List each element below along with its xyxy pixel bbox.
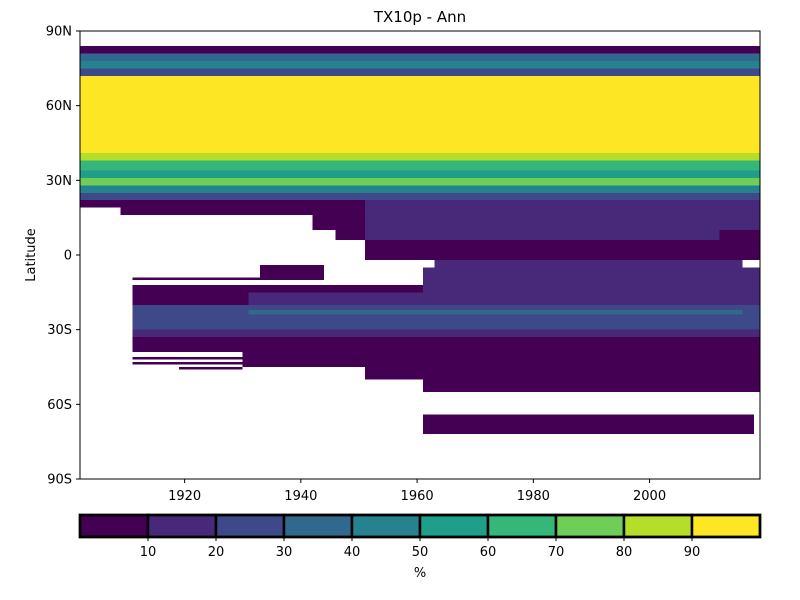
y-axis-title: Latitude xyxy=(24,228,39,282)
heatmap-cell xyxy=(132,292,249,305)
colorbar-tick-label: 60 xyxy=(480,545,497,560)
colorbar-tick-label: 30 xyxy=(276,545,293,560)
y-tick-label: 60N xyxy=(46,99,72,114)
colorbar-swatch xyxy=(78,513,150,539)
heatmap-cell xyxy=(80,75,760,153)
heatmap-cell xyxy=(132,277,261,280)
heatmap-cell xyxy=(80,53,760,61)
heatmap-cell xyxy=(80,177,760,186)
heatmap-cell xyxy=(248,292,761,305)
y-tick-label: 90N xyxy=(46,25,72,40)
colorbar-swatch xyxy=(350,513,422,539)
x-tick-label: 1920 xyxy=(168,489,201,504)
heatmap-cell xyxy=(132,337,760,353)
heatmap-cell xyxy=(132,304,760,330)
heatmap-cell xyxy=(132,284,423,293)
heatmap-cell xyxy=(80,60,760,69)
colorbar-swatch xyxy=(690,513,762,539)
heatmap-cell xyxy=(80,160,760,171)
colorbar-swatch xyxy=(146,513,218,539)
y-axis: 90N 60N 30N 0 30S 60S 90S xyxy=(46,25,80,488)
heatmap-cell xyxy=(422,414,755,435)
heatmap-cell xyxy=(80,45,760,54)
heatmap-cell xyxy=(364,230,720,241)
heatmap-cell xyxy=(132,329,760,338)
heatmap-cell xyxy=(80,170,760,178)
heatmap-cell xyxy=(364,240,760,260)
colorbar-swatch xyxy=(622,513,694,539)
colorbar-swatch xyxy=(282,513,354,539)
y-tick-label: 0 xyxy=(64,249,72,264)
y-tick-label: 90S xyxy=(47,473,72,488)
heatmap-cell xyxy=(364,215,760,231)
heatmap-cell xyxy=(364,367,760,380)
colorbar-tick-label: 50 xyxy=(412,545,429,560)
x-tick-label: 1980 xyxy=(517,489,550,504)
colorbar-tick-label: 70 xyxy=(548,545,565,560)
heatmap-cell xyxy=(364,200,760,208)
heatmap-cell xyxy=(248,309,743,315)
heatmap-cell xyxy=(80,185,760,193)
heatmap-cells xyxy=(80,45,761,435)
heatmap-cell xyxy=(422,379,760,392)
heatmap-cell xyxy=(719,230,760,241)
y-tick-label: 30S xyxy=(47,323,72,338)
colorbar-swatch xyxy=(554,513,626,539)
colorbar-swatch xyxy=(418,513,490,539)
y-tick-label: 60S xyxy=(47,398,72,413)
heatmap-cell xyxy=(335,230,365,241)
x-tick-label: 1960 xyxy=(401,489,434,504)
heatmap-cell xyxy=(434,259,743,268)
plot-area xyxy=(79,30,761,480)
colorbar-tick-label: 40 xyxy=(344,545,361,560)
colorbar-tick-label: 20 xyxy=(208,545,225,560)
heatmap-cell xyxy=(120,207,365,216)
heatmap-cell xyxy=(422,267,760,293)
x-axis: 1920 1940 1960 1980 2000 xyxy=(168,479,666,504)
heatmap-cell xyxy=(364,207,760,216)
heatmap-cell xyxy=(80,192,760,201)
colorbar-swatch xyxy=(486,513,558,539)
colorbar: 10 20 30 40 50 60 70 80 90 xyxy=(78,513,762,560)
x-tick-label: 2000 xyxy=(633,489,666,504)
y-tick-label: 30N xyxy=(46,174,72,189)
heatmap-cell xyxy=(80,68,760,76)
chart-title: TX10p - Ann xyxy=(373,8,466,26)
colorbar-tick-label: 90 xyxy=(684,545,701,560)
x-tick-label: 1940 xyxy=(284,489,317,504)
heatmap-cell xyxy=(80,152,760,161)
heatmap-cell xyxy=(132,362,243,365)
heatmap-cell xyxy=(312,215,365,231)
heatmap-cell xyxy=(260,264,325,280)
colorbar-label: % xyxy=(414,566,426,581)
heatmap-cell xyxy=(242,352,761,367)
colorbar-tick-label: 80 xyxy=(616,545,633,560)
colorbar-swatch xyxy=(214,513,286,539)
heatmap-cell xyxy=(178,367,243,370)
colorbar-tick-label: 10 xyxy=(140,545,157,560)
heatmap-cell xyxy=(132,357,243,360)
heatmap-cell xyxy=(80,200,365,208)
